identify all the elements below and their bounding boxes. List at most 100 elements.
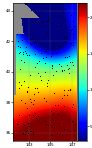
Point: [59, 16, 60, 18]
Point: [37, 91, 39, 93]
Point: [18, 87, 19, 89]
Point: [26, 54, 28, 56]
Point: [51, 67, 52, 69]
Point: [35, 40, 36, 42]
Point: [66, 93, 68, 96]
Point: [67, 63, 68, 66]
Point: [45, 50, 46, 52]
Point: [57, 104, 59, 106]
Point: [44, 120, 46, 122]
Point: [52, 52, 53, 55]
Point: [53, 45, 54, 47]
Point: [38, 60, 40, 62]
Point: [21, 99, 22, 101]
Point: [53, 126, 55, 128]
Point: [46, 20, 48, 22]
Point: [74, 129, 75, 131]
Point: [46, 50, 47, 53]
Point: [51, 64, 53, 66]
Point: [69, 89, 70, 91]
Point: [26, 129, 28, 131]
Point: [20, 45, 21, 48]
Point: [32, 133, 33, 135]
Point: [71, 14, 72, 16]
Point: [68, 89, 69, 91]
Point: [22, 132, 24, 134]
Point: [24, 124, 25, 126]
Point: [25, 102, 26, 104]
Point: [56, 131, 58, 134]
Point: [46, 50, 47, 52]
Point: [23, 61, 25, 63]
Point: [68, 67, 70, 69]
Point: [29, 125, 30, 127]
Point: [19, 51, 21, 53]
Point: [67, 68, 68, 70]
Point: [64, 69, 65, 71]
Point: [74, 25, 75, 28]
Point: [72, 43, 74, 46]
Point: [71, 120, 73, 123]
Point: [45, 123, 47, 125]
Point: [46, 82, 47, 85]
Point: [29, 74, 31, 76]
Point: [32, 103, 33, 105]
Point: [61, 97, 62, 99]
Point: [50, 134, 52, 137]
Point: [60, 23, 62, 26]
Point: [29, 114, 30, 116]
Point: [55, 70, 57, 73]
Point: [50, 54, 52, 57]
Point: [57, 113, 58, 115]
Point: [22, 33, 23, 35]
Point: [42, 57, 44, 59]
Point: [73, 103, 74, 105]
Point: [68, 71, 70, 74]
Point: [34, 22, 35, 24]
Point: [63, 36, 64, 38]
Point: [62, 134, 63, 136]
Point: [35, 117, 36, 119]
Point: [37, 115, 38, 117]
Point: [16, 33, 17, 35]
Point: [24, 80, 25, 82]
Point: [70, 42, 71, 44]
Point: [41, 21, 42, 23]
Point: [37, 62, 38, 64]
Point: [63, 94, 65, 96]
Point: [21, 39, 23, 41]
Point: [30, 130, 31, 132]
Point: [27, 132, 28, 134]
Point: [56, 51, 57, 54]
Point: [25, 50, 26, 52]
Point: [63, 89, 65, 91]
Point: [34, 53, 36, 56]
Point: [26, 107, 28, 110]
Point: [37, 72, 39, 74]
Point: [73, 20, 74, 22]
Point: [64, 17, 66, 20]
Point: [35, 11, 37, 13]
Point: [45, 62, 46, 64]
Point: [31, 101, 32, 103]
Point: [30, 130, 32, 133]
Point: [23, 50, 24, 53]
Point: [27, 122, 29, 124]
Point: [63, 11, 64, 13]
Point: [38, 14, 40, 16]
Point: [61, 70, 63, 73]
Point: [17, 45, 18, 47]
Point: [32, 131, 34, 133]
Point: [53, 74, 54, 76]
Point: [20, 59, 21, 61]
Point: [18, 40, 19, 42]
Point: [18, 81, 20, 83]
Point: [25, 130, 26, 132]
Point: [45, 56, 47, 59]
Point: [63, 128, 64, 131]
Point: [26, 90, 28, 92]
Point: [58, 63, 60, 66]
Point: [21, 84, 22, 86]
Point: [40, 75, 41, 77]
Point: [43, 97, 45, 99]
